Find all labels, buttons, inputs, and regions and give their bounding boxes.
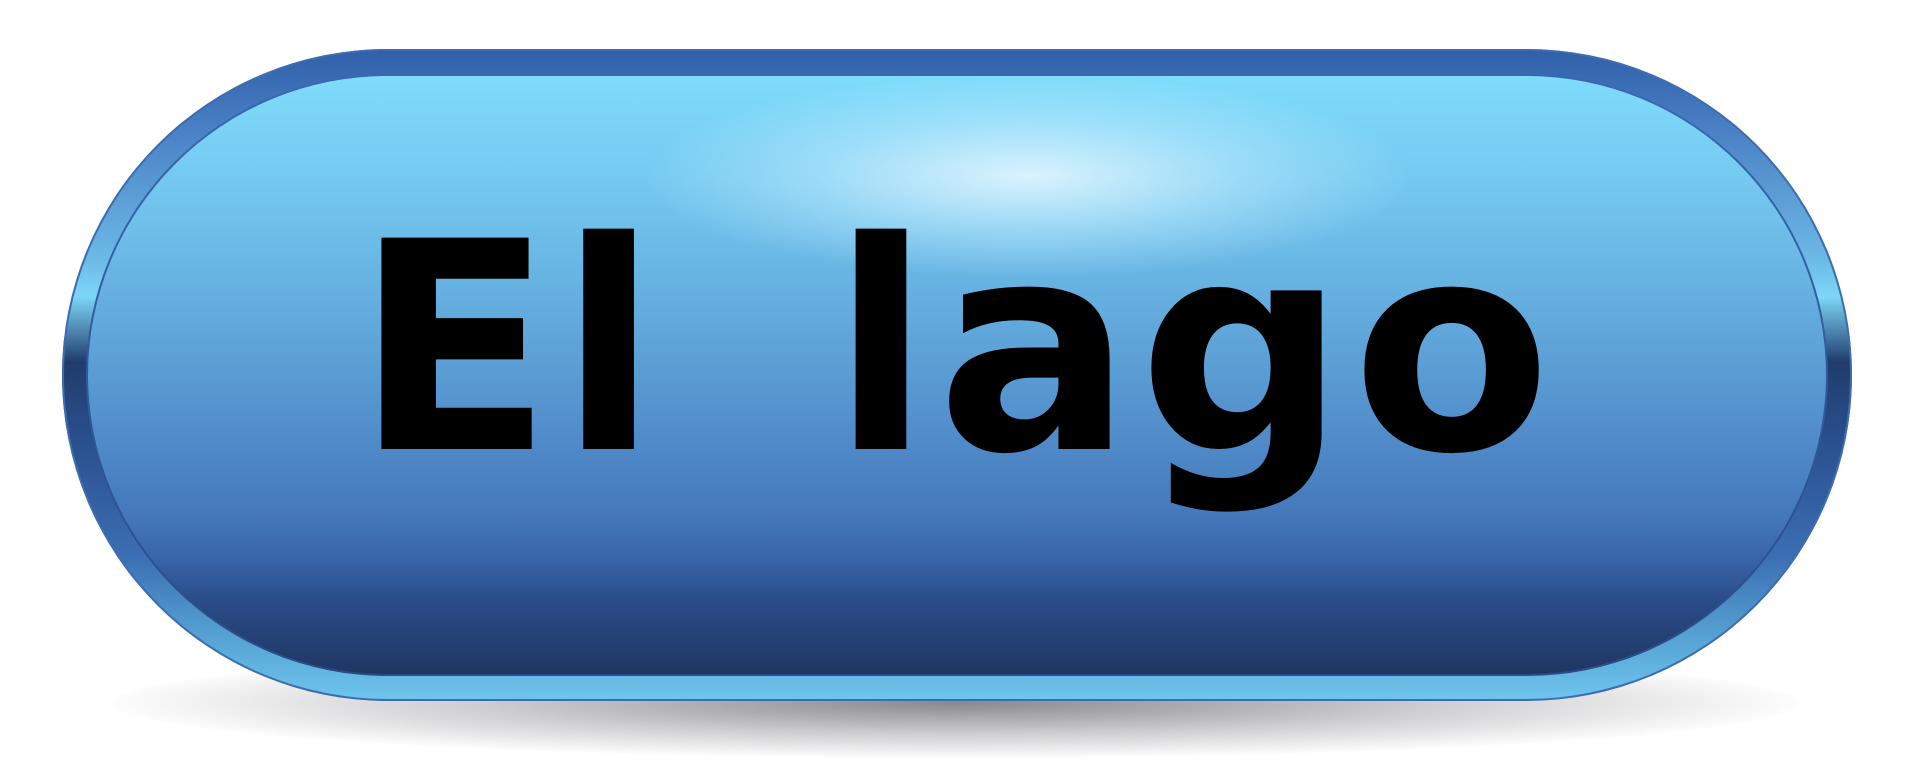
button-face[interactable] (88, 76, 1826, 674)
button-gloss (648, 76, 1408, 276)
button-label: El lago (354, 181, 1558, 518)
